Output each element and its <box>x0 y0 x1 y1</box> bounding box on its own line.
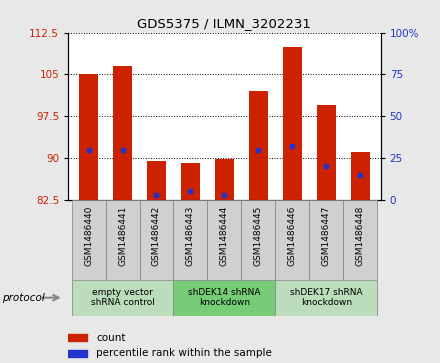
Bar <box>181 163 200 200</box>
Bar <box>207 200 242 280</box>
Bar <box>173 200 207 280</box>
Bar <box>283 46 302 200</box>
Bar <box>173 280 275 316</box>
Text: protocol: protocol <box>2 293 45 303</box>
Bar <box>343 200 377 280</box>
Bar <box>275 200 309 280</box>
Bar <box>68 334 87 341</box>
Text: GSM1486447: GSM1486447 <box>322 206 331 266</box>
Bar <box>147 161 166 200</box>
Bar <box>249 91 268 200</box>
Text: GSM1486443: GSM1486443 <box>186 206 195 266</box>
Text: GSM1486445: GSM1486445 <box>254 206 263 266</box>
Bar <box>113 66 132 200</box>
Bar <box>215 159 234 200</box>
Bar <box>317 105 336 200</box>
Text: empty vector
shRNA control: empty vector shRNA control <box>91 288 154 307</box>
Bar <box>139 200 173 280</box>
Text: shDEK17 shRNA
knockdown: shDEK17 shRNA knockdown <box>290 288 363 307</box>
Bar <box>72 200 106 280</box>
Bar <box>242 200 275 280</box>
Bar <box>106 200 139 280</box>
Text: GSM1486440: GSM1486440 <box>84 206 93 266</box>
Title: GDS5375 / ILMN_3202231: GDS5375 / ILMN_3202231 <box>137 17 312 30</box>
Text: GSM1486442: GSM1486442 <box>152 206 161 266</box>
Text: GSM1486441: GSM1486441 <box>118 206 127 266</box>
Text: percentile rank within the sample: percentile rank within the sample <box>96 348 272 358</box>
Bar <box>68 350 87 357</box>
Text: count: count <box>96 333 126 343</box>
Text: shDEK14 shRNA
knockdown: shDEK14 shRNA knockdown <box>188 288 260 307</box>
Bar <box>309 200 343 280</box>
Text: GSM1486446: GSM1486446 <box>288 206 297 266</box>
Text: GSM1486444: GSM1486444 <box>220 206 229 266</box>
Text: GSM1486448: GSM1486448 <box>356 206 365 266</box>
Bar <box>79 74 98 200</box>
Bar <box>351 152 370 200</box>
Bar <box>72 280 173 316</box>
Bar <box>275 280 377 316</box>
